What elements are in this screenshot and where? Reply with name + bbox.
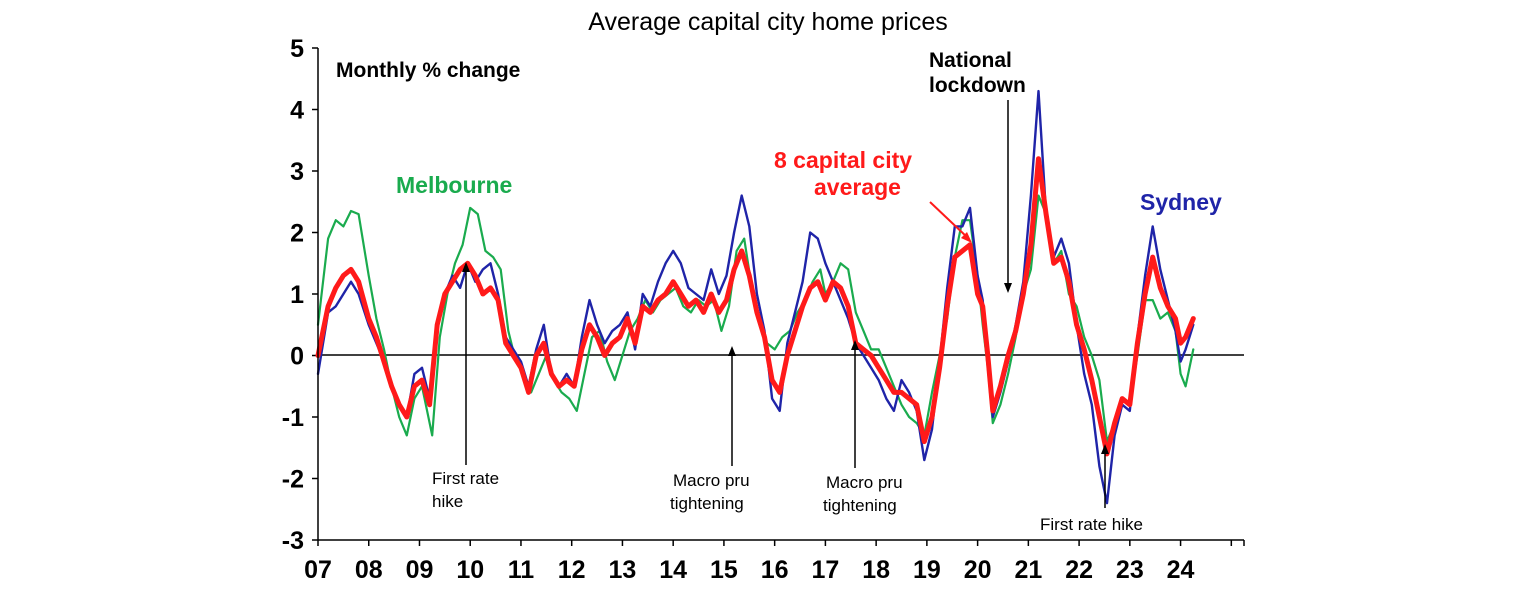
legend-average-line2: average — [814, 174, 901, 200]
annotation-first-rate-hike-1-line1: First rate — [432, 469, 499, 488]
series-lines — [315, 89, 1196, 505]
legend-sydney: Sydney — [1140, 189, 1222, 215]
x-tick-label-15: 15 — [710, 556, 738, 584]
y-tick-label-3: 2 — [290, 220, 304, 248]
y-tick-label-4: 1 — [290, 281, 304, 309]
arrowhead-macro-pru-1 — [728, 346, 736, 356]
x-tick-label-16: 16 — [761, 556, 789, 584]
x-axis-ticks: 07 08 09 10 11 12 13 14 15 16 17 18 19 20 21 22 23 24 — [304, 540, 1245, 584]
y-tick-label-7: -2 — [282, 466, 304, 494]
x-tick-label-22: 22 — [1065, 556, 1093, 584]
annotation-national-lockdown-line2: lockdown — [929, 74, 1026, 97]
x-tick-label-24: 24 — [1167, 556, 1195, 584]
arrowhead-first-rate-hike-2 — [1101, 444, 1109, 454]
x-tick-label-12: 12 — [558, 556, 586, 584]
x-tick-label-14: 14 — [659, 556, 687, 584]
y-axis-label: Monthly % change — [336, 59, 520, 82]
annotation-macro-pru-2-line2: tightening — [823, 496, 897, 515]
x-tick-label-18: 18 — [862, 556, 890, 584]
legend-average-line1: 8 capital city — [774, 147, 912, 173]
annotation-macro-pru-1-line1: Macro pru — [673, 471, 750, 490]
y-tick-label-2: 3 — [290, 158, 304, 186]
annotation-first-rate-hike-1-line2: hike — [432, 492, 463, 511]
arrowhead-macro-pru-2 — [851, 340, 859, 350]
annotation-national-lockdown-line1: National — [929, 49, 1012, 72]
x-tick-label-13: 13 — [609, 556, 637, 584]
y-tick-label-0: 5 — [290, 35, 304, 63]
average-pointer-line — [929, 201, 969, 239]
x-tick-label-07: 07 — [304, 556, 332, 584]
x-tick-label-09: 09 — [406, 556, 434, 584]
x-tick-label-23: 23 — [1116, 556, 1144, 584]
y-axis-ticks: 5 4 3 2 1 0 -1 -2 -3 — [282, 35, 318, 555]
x-tick-label-21: 21 — [1014, 556, 1042, 584]
series-line-melbourne — [316, 194, 1195, 443]
x-tick-label-17: 17 — [811, 556, 839, 584]
x-tick-label-08: 08 — [355, 556, 383, 584]
x-tick-label-11: 11 — [508, 556, 535, 584]
y-tick-label-8: -3 — [282, 527, 304, 555]
series-line-8-capital-city-average — [315, 156, 1196, 457]
x-tick-label-19: 19 — [913, 556, 941, 584]
legend-melbourne: Melbourne — [396, 172, 512, 198]
y-tick-label-5: 0 — [290, 343, 304, 371]
average-pointer-arrowhead — [961, 232, 972, 243]
annotation-macro-pru-2-line1: Macro pru — [826, 473, 903, 492]
y-tick-label-6: -1 — [282, 404, 304, 432]
y-tick-label-1: 4 — [290, 97, 304, 125]
chart-title: Average capital city home prices — [588, 8, 947, 36]
x-tick-label-10: 10 — [456, 556, 484, 584]
x-tick-label-20: 20 — [964, 556, 992, 584]
annotation-macro-pru-1-line2: tightening — [670, 494, 744, 513]
annotation-first-rate-hike-2: First rate hike — [1040, 515, 1143, 534]
arrowhead-national-lockdown — [1004, 283, 1012, 293]
arrowhead-first-rate-hike-1 — [462, 262, 470, 272]
